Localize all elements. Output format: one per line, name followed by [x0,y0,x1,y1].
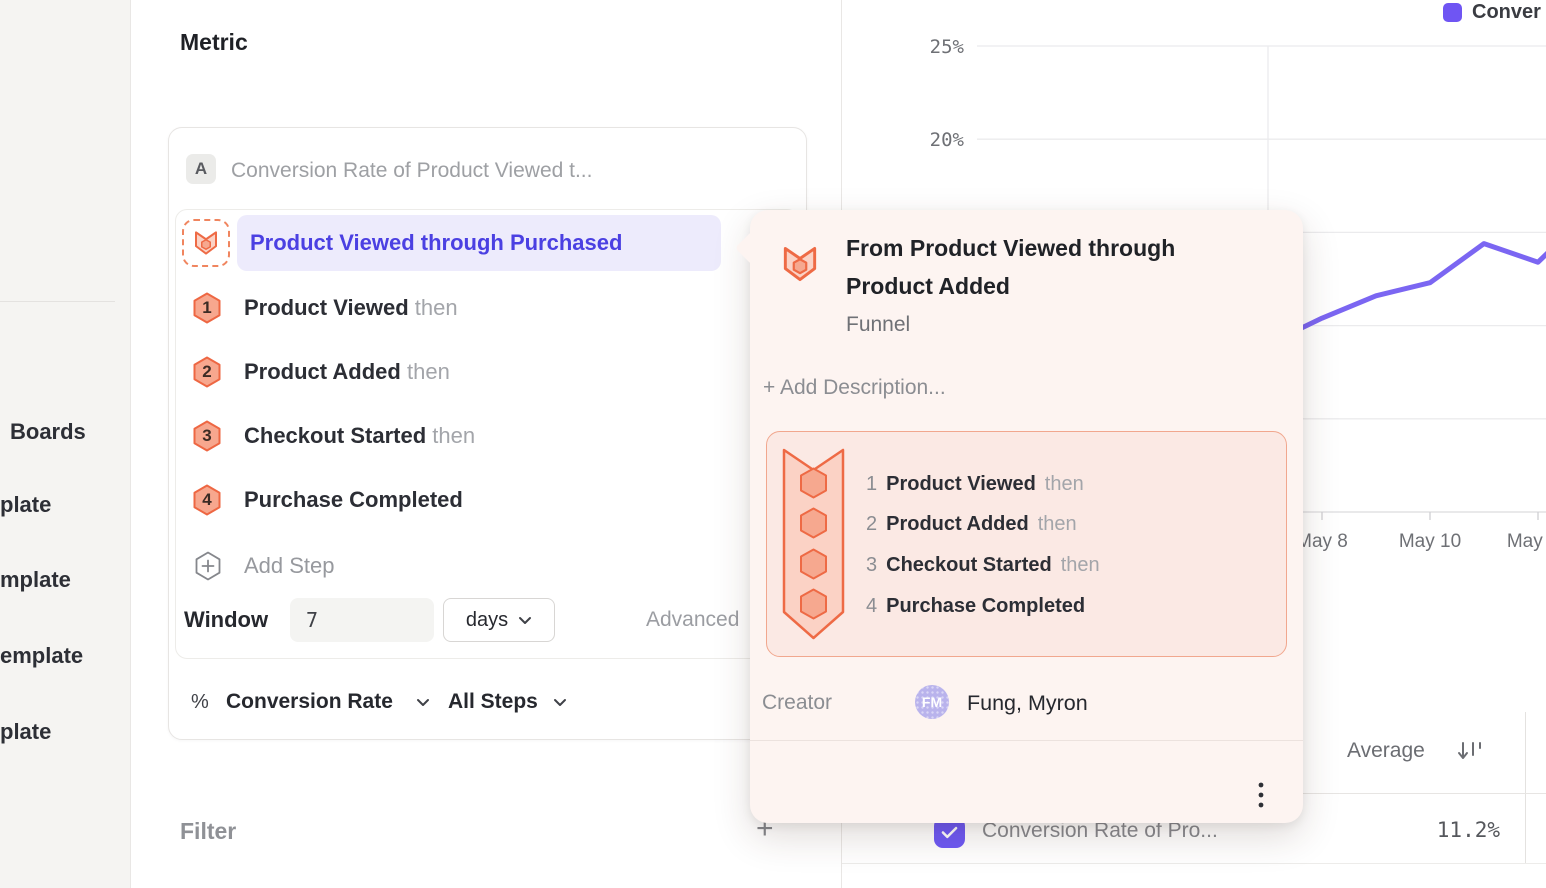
legend-swatch [1443,3,1462,22]
step-number: 3 [866,553,878,576]
table-row-divider [842,863,1546,864]
chart-legend[interactable]: Conver [1443,1,1541,24]
step-number: 1 [202,298,212,317]
window-value-input[interactable] [290,598,434,642]
step-number: 1 [866,472,878,495]
preview-step-4: 4 Purchase Completed [866,593,1094,619]
step-name: Checkout Started [244,423,427,448]
filter-section-title: Filter [180,818,237,844]
step-name: Product Added [244,359,401,384]
window-label: Window [184,607,269,632]
hexagon-icon [193,420,221,452]
series-badge: A [186,154,216,184]
step-number: 4 [866,594,878,617]
preview-step-3: 3 Checkout Started then [866,552,1100,578]
step-number: 2 [202,362,212,381]
step-number-badge: 2 [192,355,222,389]
svg-text:May 10: May 10 [1399,531,1461,552]
preview-step-1: 1 Product Viewed then [866,471,1084,497]
sidebar-item-template-1[interactable]: plate [0,492,52,517]
step-name: Purchase Completed [244,487,463,512]
legend-label: Conver [1472,1,1541,23]
sort-descending-icon[interactable] [1456,740,1490,762]
funnel-step-row-3[interactable]: 3 Checkout Started then [192,419,475,453]
metric-section-title: Metric [180,29,248,55]
step-connector: then [406,359,450,384]
sidebar-item-template-2[interactable]: mplate [0,567,71,592]
step-name: Purchase Completed [886,594,1086,617]
popover-subtitle: Funnel [846,313,911,336]
chevron-down-icon[interactable] [416,698,430,707]
chevron-down-icon [519,616,532,624]
add-step-hexagon-icon [195,551,221,581]
measure-dropdown[interactable]: Conversion Rate [226,690,393,713]
step-number-badge: 3 [192,419,222,453]
chevron-down-icon[interactable] [553,698,567,707]
row-average-value: 11.2% [1436,818,1500,842]
add-description-button[interactable]: + Add Description... [763,376,946,399]
sidebar-item-boards[interactable]: Boards [10,419,86,444]
step-number-badge: 1 [192,291,222,325]
steps-scope-dropdown[interactable]: All Steps [448,690,538,713]
popover-title: From Product Viewed through Product Adde… [846,235,1176,299]
table-column-divider [1525,712,1526,863]
step-name: Product Added [886,512,1029,535]
window-unit-select[interactable]: days [443,598,555,642]
sidebar-item-template-3[interactable]: emplate [0,643,84,668]
hexagon-icon [193,356,221,388]
table-header-average[interactable]: Average [1347,739,1425,762]
hexagon-icon [193,484,221,516]
creator-label: Creator [762,691,833,714]
svg-text:May 8: May 8 [1296,531,1348,552]
check-icon [941,826,958,839]
step-name: Product Viewed [244,295,409,320]
step-name: Product Viewed [886,472,1036,495]
svg-text:May 12: May 12 [1507,531,1546,552]
percent-icon: % [191,691,209,713]
add-step-label: Add Step [244,553,335,578]
funnel-event-icon [182,219,230,267]
selected-event-label: Product Viewed through Purchased [250,230,623,255]
selected-event-row[interactable]: Product Viewed through Purchased [237,215,721,271]
step-number: 3 [202,426,212,445]
metric-card: A Conversion Rate of Product Viewed t...… [168,127,807,740]
preview-step-2: 2 Product Added then [866,511,1077,537]
window-unit-value: days [465,608,509,631]
step-number-badge: 4 [192,483,222,517]
kebab-menu-icon [1258,782,1264,808]
row-series-name: Conversion Rate of Pro... [982,819,1218,842]
svg-text:20%: 20% [930,129,965,151]
step-connector: then [1037,512,1077,535]
sidebar-item-template-4[interactable]: plate [0,719,52,744]
add-step-button[interactable]: Add Step [194,549,335,583]
step-number: 4 [202,490,212,509]
sidebar-divider [0,301,115,302]
step-number: 2 [866,512,878,535]
step-connector: then [432,423,476,448]
step-connector: then [1044,472,1084,495]
funnel-step-row-4[interactable]: 4 Purchase Completed [192,483,463,517]
funnel-step-row-2[interactable]: 2 Product Added then [192,355,450,389]
popover-footer-divider [750,740,1303,741]
sidebar: Boards plate mplate emplate plate [0,0,131,888]
step-connector: then [414,295,458,320]
series-title: Conversion Rate of Product Viewed t... [231,159,593,182]
funnel-step-row-1[interactable]: 1 Product Viewed then [192,291,458,325]
hexagon-icon [193,292,221,324]
funnel-icon [195,231,217,255]
creator-avatar: FM [915,685,949,719]
more-options-button[interactable] [1246,772,1276,818]
step-name: Checkout Started [886,553,1052,576]
funnel-icon [783,246,817,282]
funnel-banner-icon [782,448,845,640]
advanced-link[interactable]: Advanced [646,608,740,631]
step-connector: then [1060,553,1100,576]
funnel-preview-box: 1 Product Viewed then 2 Product Added then 3… [766,431,1287,657]
svg-text:25%: 25% [930,36,965,58]
metric-details-popover: From Product Viewed through Product Adde… [735,210,1303,823]
creator-name: Fung, Myron [967,691,1088,715]
